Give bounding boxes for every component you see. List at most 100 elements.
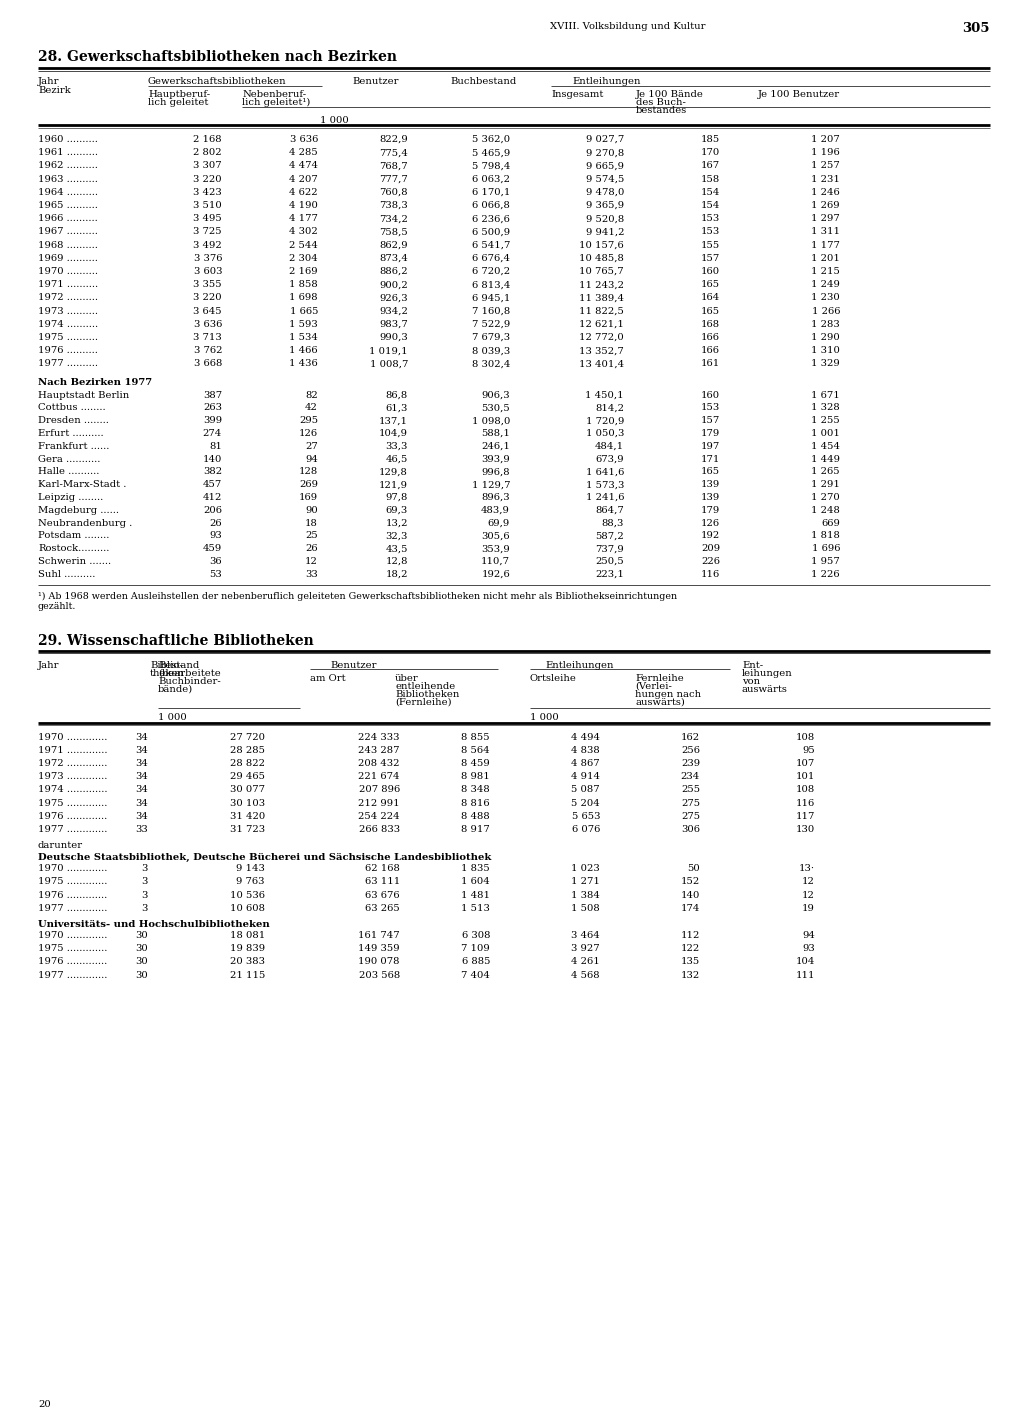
Text: 8 917: 8 917 — [461, 824, 490, 834]
Text: 483,9: 483,9 — [481, 506, 510, 515]
Text: 862,9: 862,9 — [379, 240, 408, 250]
Text: 1 466: 1 466 — [290, 346, 318, 355]
Text: 203 568: 203 568 — [358, 970, 400, 980]
Text: lich geleitet: lich geleitet — [148, 98, 208, 107]
Text: 169: 169 — [299, 493, 318, 502]
Text: 185: 185 — [700, 134, 720, 144]
Text: 104,9: 104,9 — [379, 428, 408, 438]
Text: 3: 3 — [141, 891, 148, 899]
Text: 30: 30 — [135, 970, 148, 980]
Text: 6 500,9: 6 500,9 — [472, 228, 510, 236]
Text: 212 991: 212 991 — [358, 799, 400, 807]
Text: 1 215: 1 215 — [811, 267, 840, 276]
Text: 1961 ..........: 1961 .......... — [38, 148, 98, 157]
Text: 1 000: 1 000 — [530, 713, 559, 721]
Text: Gera ...........: Gera ........... — [38, 454, 100, 464]
Text: 1971 ..........: 1971 .......... — [38, 280, 98, 290]
Text: 161 747: 161 747 — [358, 930, 400, 940]
Text: 1964 ..........: 1964 .......... — [38, 188, 98, 197]
Text: 31 723: 31 723 — [229, 824, 265, 834]
Text: 12 621,1: 12 621,1 — [580, 320, 624, 329]
Text: 1 297: 1 297 — [811, 214, 840, 223]
Text: 387: 387 — [203, 390, 222, 400]
Text: Gewerkschaftsbibliotheken: Gewerkschaftsbibliotheken — [148, 76, 287, 86]
Text: 34: 34 — [135, 812, 148, 820]
Text: 166: 166 — [701, 346, 720, 355]
Text: 1962 ..........: 1962 .......... — [38, 161, 98, 171]
Text: 62 168: 62 168 — [366, 864, 400, 874]
Text: 108: 108 — [796, 785, 815, 795]
Text: 28 822: 28 822 — [230, 759, 265, 768]
Text: 738,3: 738,3 — [379, 201, 408, 211]
Text: 95: 95 — [802, 745, 815, 755]
Text: 154: 154 — [700, 188, 720, 197]
Text: 822,9: 822,9 — [379, 134, 408, 144]
Text: 33,3: 33,3 — [386, 441, 408, 451]
Text: 3 762: 3 762 — [194, 346, 222, 355]
Text: 107: 107 — [796, 759, 815, 768]
Text: 4 914: 4 914 — [571, 772, 600, 781]
Text: 900,2: 900,2 — [379, 280, 408, 290]
Text: 6 676,4: 6 676,4 — [472, 253, 510, 263]
Text: 25: 25 — [305, 532, 318, 540]
Text: 1 481: 1 481 — [461, 891, 490, 899]
Text: Potsdam ........: Potsdam ........ — [38, 532, 110, 540]
Text: 1 098,0: 1 098,0 — [472, 416, 510, 426]
Text: 170: 170 — [700, 148, 720, 157]
Text: 5 798,4: 5 798,4 — [472, 161, 510, 171]
Text: 10 765,7: 10 765,7 — [580, 267, 624, 276]
Text: 20 383: 20 383 — [230, 957, 265, 966]
Text: 1 129,7: 1 129,7 — [471, 481, 510, 489]
Text: Entleihungen: Entleihungen — [572, 76, 640, 86]
Text: 3 376: 3 376 — [194, 253, 222, 263]
Text: 139: 139 — [700, 481, 720, 489]
Text: 1 329: 1 329 — [811, 359, 840, 369]
Text: 814,2: 814,2 — [595, 403, 624, 413]
Text: 9 478,0: 9 478,0 — [586, 188, 624, 197]
Text: Deutsche Staatsbibliothek, Deutsche Bücherei und Sächsische Landesbibliothek: Deutsche Staatsbibliothek, Deutsche Büch… — [38, 853, 492, 863]
Text: Biblio-: Biblio- — [150, 660, 182, 670]
Text: 1965 ..........: 1965 .......... — [38, 201, 98, 211]
Text: Ent-: Ent- — [742, 660, 763, 670]
Text: 1977 .............: 1977 ............. — [38, 970, 108, 980]
Text: 122: 122 — [681, 945, 700, 953]
Text: 6 170,1: 6 170,1 — [472, 188, 510, 197]
Text: 934,2: 934,2 — [379, 307, 408, 315]
Text: 1 241,6: 1 241,6 — [586, 493, 624, 502]
Text: 153: 153 — [700, 214, 720, 223]
Text: 1 257: 1 257 — [811, 161, 840, 171]
Text: 190 078: 190 078 — [358, 957, 400, 966]
Text: 4 867: 4 867 — [571, 759, 600, 768]
Text: 111: 111 — [796, 970, 815, 980]
Text: 873,4: 873,4 — [379, 253, 408, 263]
Text: 1 384: 1 384 — [571, 891, 600, 899]
Text: 295: 295 — [299, 416, 318, 426]
Text: 1 311: 1 311 — [811, 228, 840, 236]
Text: 266 833: 266 833 — [358, 824, 400, 834]
Text: Erfurt ..........: Erfurt .......... — [38, 428, 103, 438]
Text: 174: 174 — [681, 904, 700, 913]
Text: Halle ..........: Halle .......... — [38, 468, 99, 477]
Text: lich geleitet¹): lich geleitet¹) — [242, 98, 310, 107]
Text: 399: 399 — [203, 416, 222, 426]
Text: 1970 .............: 1970 ............. — [38, 732, 108, 741]
Text: 243 287: 243 287 — [358, 745, 400, 755]
Text: 1970 .............: 1970 ............. — [38, 930, 108, 940]
Text: 90: 90 — [305, 506, 318, 515]
Text: 8 039,3: 8 039,3 — [472, 346, 510, 355]
Text: 1 449: 1 449 — [811, 454, 840, 464]
Text: Benutzer: Benutzer — [330, 660, 377, 670]
Text: 459: 459 — [203, 544, 222, 553]
Text: 10 536: 10 536 — [230, 891, 265, 899]
Text: Jahr: Jahr — [38, 76, 59, 86]
Text: 1 266: 1 266 — [811, 307, 840, 315]
Text: 171: 171 — [700, 454, 720, 464]
Text: 128: 128 — [299, 468, 318, 477]
Text: 9 665,9: 9 665,9 — [586, 161, 624, 171]
Text: 1 000: 1 000 — [319, 116, 349, 124]
Text: 135: 135 — [681, 957, 700, 966]
Text: 864,7: 864,7 — [595, 506, 624, 515]
Text: 166: 166 — [701, 334, 720, 342]
Text: 6 076: 6 076 — [571, 824, 600, 834]
Text: 5 465,9: 5 465,9 — [472, 148, 510, 157]
